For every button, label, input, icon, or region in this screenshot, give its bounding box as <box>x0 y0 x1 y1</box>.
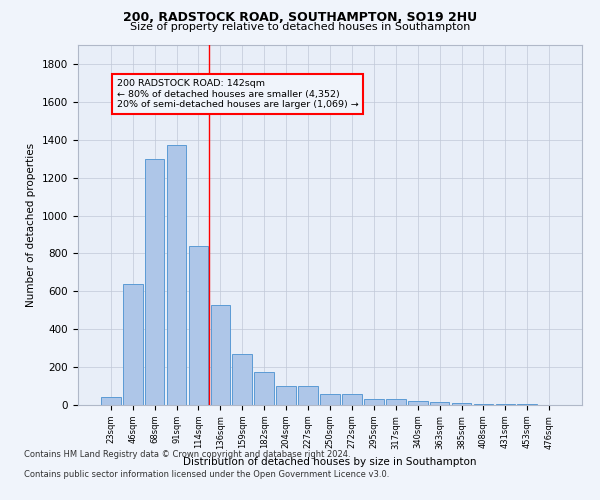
Bar <box>211 304 230 405</box>
Bar <box>342 394 362 405</box>
Bar <box>408 401 428 405</box>
Text: 200, RADSTOCK ROAD, SOUTHAMPTON, SO19 2HU: 200, RADSTOCK ROAD, SOUTHAMPTON, SO19 2H… <box>123 11 477 24</box>
Text: Contains public sector information licensed under the Open Government Licence v3: Contains public sector information licen… <box>24 470 389 479</box>
Bar <box>101 398 121 405</box>
Bar <box>232 354 252 405</box>
Bar <box>452 403 472 405</box>
Bar <box>167 146 187 405</box>
Bar <box>188 246 208 405</box>
Y-axis label: Number of detached properties: Number of detached properties <box>26 143 37 307</box>
Text: Contains HM Land Registry data © Crown copyright and database right 2024.: Contains HM Land Registry data © Crown c… <box>24 450 350 459</box>
Text: 200 RADSTOCK ROAD: 142sqm
← 80% of detached houses are smaller (4,352)
20% of se: 200 RADSTOCK ROAD: 142sqm ← 80% of detac… <box>117 79 359 109</box>
Text: Size of property relative to detached houses in Southampton: Size of property relative to detached ho… <box>130 22 470 32</box>
Bar <box>298 386 318 405</box>
Bar <box>517 404 537 405</box>
Bar <box>430 402 449 405</box>
Bar <box>123 284 143 405</box>
X-axis label: Distribution of detached houses by size in Southampton: Distribution of detached houses by size … <box>183 457 477 467</box>
Bar <box>254 372 274 405</box>
Bar <box>276 386 296 405</box>
Bar <box>320 394 340 405</box>
Bar <box>145 158 164 405</box>
Bar <box>364 400 384 405</box>
Bar <box>496 404 515 405</box>
Bar <box>473 404 493 405</box>
Bar <box>386 400 406 405</box>
